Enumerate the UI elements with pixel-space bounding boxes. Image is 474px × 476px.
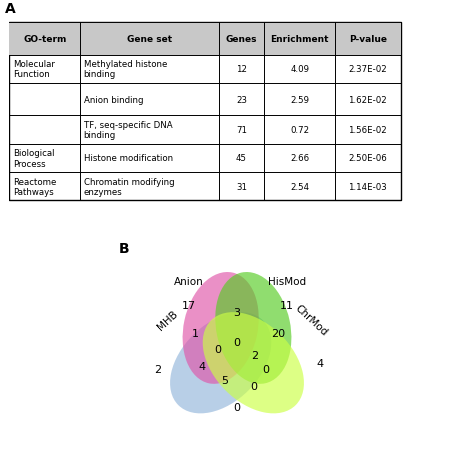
Text: 0: 0 — [234, 403, 240, 413]
Text: 0: 0 — [250, 381, 257, 391]
Text: B: B — [118, 241, 129, 255]
Text: 2.54: 2.54 — [290, 182, 309, 191]
Text: 4.09: 4.09 — [290, 65, 309, 74]
Text: 1.14E-03: 1.14E-03 — [348, 182, 387, 191]
Text: 2.37E-02: 2.37E-02 — [348, 65, 387, 74]
Text: Gene set: Gene set — [127, 35, 172, 44]
Text: 71: 71 — [236, 126, 247, 135]
Text: 5: 5 — [221, 376, 228, 386]
Text: Molecular
Function: Molecular Function — [13, 60, 55, 79]
Text: Chromatin modifying
enzymes: Chromatin modifying enzymes — [83, 177, 174, 197]
Bar — [9, 23, 401, 55]
Text: 31: 31 — [236, 182, 247, 191]
Text: 12: 12 — [236, 65, 247, 74]
Text: 4: 4 — [316, 358, 323, 368]
Text: A: A — [5, 2, 16, 16]
Text: Biological
Process: Biological Process — [13, 149, 55, 168]
Text: 1.56E-02: 1.56E-02 — [348, 126, 387, 135]
Text: Histone modification: Histone modification — [83, 154, 173, 163]
Text: Genes: Genes — [226, 35, 257, 44]
Text: MHB: MHB — [155, 308, 180, 331]
Text: 1: 1 — [192, 328, 199, 338]
Text: Anion binding: Anion binding — [83, 95, 143, 104]
Ellipse shape — [170, 313, 271, 414]
Text: 0: 0 — [214, 344, 221, 354]
Text: TF, seq-specific DNA
binding: TF, seq-specific DNA binding — [83, 120, 172, 140]
Text: Enrichment: Enrichment — [270, 35, 329, 44]
Text: 17: 17 — [182, 300, 196, 310]
Ellipse shape — [215, 272, 292, 384]
Ellipse shape — [203, 313, 304, 414]
Text: 2: 2 — [251, 350, 258, 360]
Text: 2: 2 — [154, 365, 161, 375]
Text: 4: 4 — [199, 361, 206, 371]
Text: 2.50E-06: 2.50E-06 — [348, 154, 387, 163]
Text: 2.66: 2.66 — [290, 154, 309, 163]
Text: 20: 20 — [271, 328, 285, 338]
Text: ChrMod: ChrMod — [293, 302, 329, 337]
Text: Anion: Anion — [174, 277, 204, 287]
Text: 0.72: 0.72 — [290, 126, 309, 135]
Text: Reactome
Pathways: Reactome Pathways — [13, 177, 56, 197]
Text: 11: 11 — [280, 300, 294, 310]
Text: Methylated histone
binding: Methylated histone binding — [83, 60, 167, 79]
Text: 45: 45 — [236, 154, 247, 163]
Text: 23: 23 — [236, 95, 247, 104]
Text: HisMod: HisMod — [268, 277, 306, 287]
Text: 3: 3 — [234, 307, 240, 317]
Text: P-value: P-value — [349, 35, 387, 44]
Text: 0: 0 — [234, 337, 240, 347]
Text: 2.59: 2.59 — [290, 95, 309, 104]
Bar — [9, 23, 401, 201]
Text: GO-term: GO-term — [23, 35, 66, 44]
Text: 0: 0 — [262, 365, 269, 375]
Text: 1.62E-02: 1.62E-02 — [348, 95, 387, 104]
Ellipse shape — [182, 272, 259, 384]
